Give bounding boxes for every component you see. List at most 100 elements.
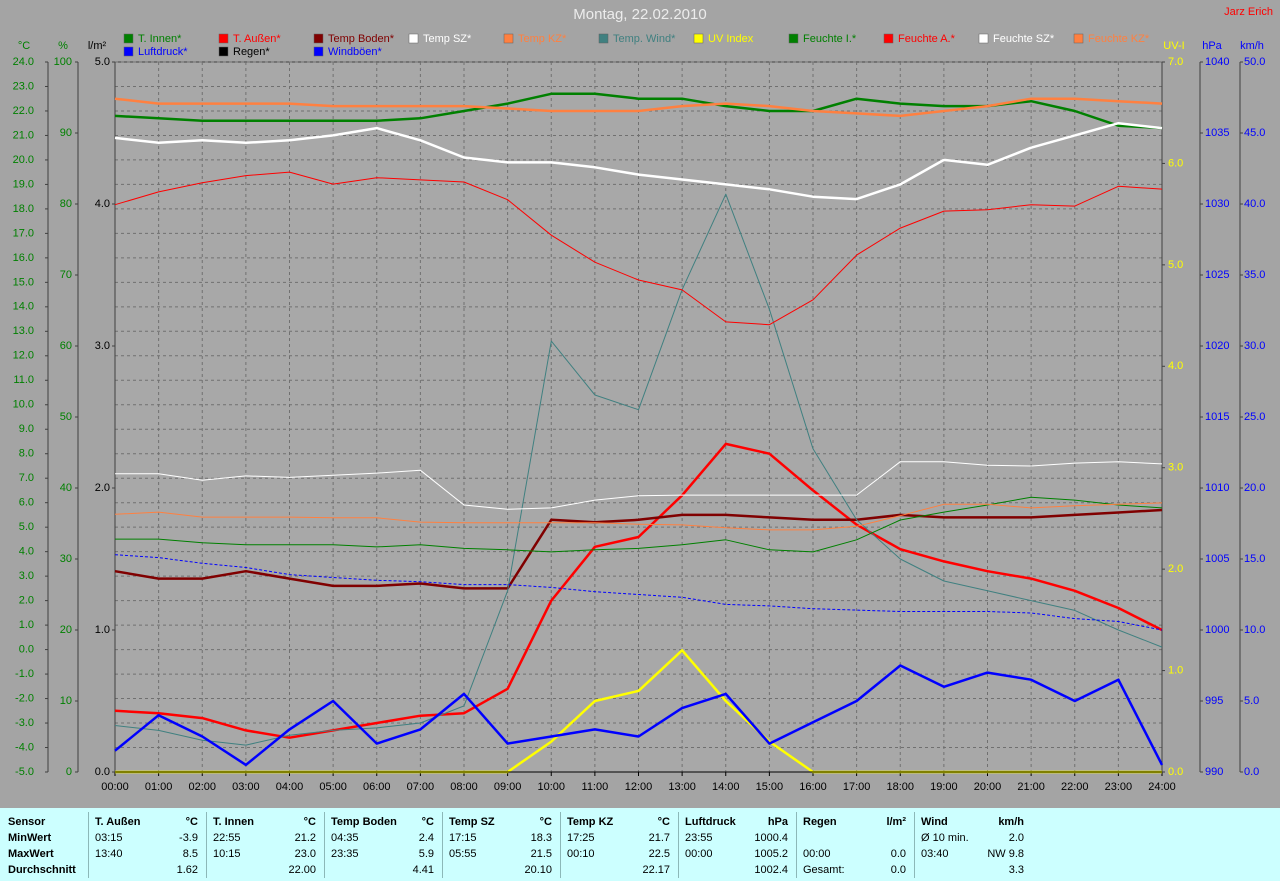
row-label: MinWert — [8, 832, 52, 844]
y-tick-label: 10.0 — [13, 399, 34, 411]
legend-swatch — [1073, 33, 1084, 44]
cell-value: 3.3 — [1008, 864, 1024, 876]
x-tick-label: 23:00 — [1105, 781, 1133, 793]
y-tick-label: 40 — [60, 482, 72, 494]
cell-time: Gesamt: — [803, 864, 845, 876]
y-tick-label: 10.0 — [1244, 624, 1265, 636]
row-label: Durchschnitt — [8, 864, 76, 876]
group-unit: °C — [539, 816, 552, 828]
y-tick-label: 14.0 — [13, 301, 34, 313]
group-unit: °C — [185, 816, 198, 828]
series-line — [114, 193, 1163, 746]
series-line — [114, 508, 1163, 590]
x-tick-label: 21:00 — [1017, 781, 1045, 793]
x-tick-label: 17:00 — [843, 781, 871, 793]
cell-value: NW 9.8 — [987, 848, 1024, 860]
y-tick-label: 995 — [1205, 695, 1223, 707]
y-tick-label: 30.0 — [1244, 340, 1265, 352]
y-tick-label: 2.0 — [95, 482, 110, 494]
chart: Montag, 22.02.2010 Jarz Erich 00:00 01:00… — [12, 5, 1273, 793]
y-tick-label: 15.0 — [13, 276, 34, 288]
series-line — [114, 171, 1163, 326]
cell-time: 17:25 — [567, 832, 595, 844]
group-unit: km/h — [998, 816, 1024, 828]
y-tick-label: 1010 — [1205, 482, 1229, 494]
cell-time: 05:55 — [449, 848, 477, 860]
y-tick-label: 35.0 — [1244, 269, 1265, 281]
y-tick-label: 50.0 — [1244, 56, 1265, 68]
x-tick-label: 03:00 — [232, 781, 260, 793]
y-tick-label: 1040 — [1205, 56, 1229, 68]
y-tick-label: 1.0 — [1168, 664, 1183, 676]
x-tick-label: 15:00 — [756, 781, 784, 793]
axis-title: UV-I — [1163, 40, 1184, 52]
y-tick-label: 60 — [60, 340, 72, 352]
y-tick-label: 1.0 — [95, 624, 110, 636]
y-tick-label: -1.0 — [15, 668, 34, 680]
y-tick-label: 2.0 — [19, 595, 34, 607]
axis-title: km/h — [1240, 40, 1264, 52]
x-tick-label: 00:00 — [101, 781, 129, 793]
legend-swatch — [123, 33, 134, 44]
group-name: Luftdruck — [685, 816, 736, 828]
column-separator — [324, 812, 325, 878]
y-tick-label: 4.0 — [95, 198, 110, 210]
x-tick-label: 16:00 — [799, 781, 827, 793]
series-line — [114, 97, 1163, 118]
y-tick-label: 3.0 — [19, 570, 34, 582]
cell-value: 1002.4 — [754, 864, 788, 876]
legend-label: Feuchte KZ* — [1088, 33, 1150, 45]
y-tick-label: 12.0 — [13, 350, 34, 362]
group-name: Temp KZ — [567, 816, 614, 828]
y-tick-label: 7.0 — [19, 472, 34, 484]
x-tick-label: 19:00 — [930, 781, 958, 793]
legend-swatch — [503, 33, 514, 44]
y-tick-label: 0.0 — [95, 766, 110, 778]
legend-label: Temp KZ* — [518, 33, 567, 45]
x-tick-label: 12:00 — [625, 781, 653, 793]
cell-value: 18.3 — [530, 832, 552, 844]
legend-label: Feuchte SZ* — [993, 33, 1055, 45]
y-tick-label: 2.0 — [1168, 563, 1183, 575]
y-tick-label: 7.0 — [1168, 56, 1183, 68]
axis-title: l/m² — [88, 40, 107, 52]
group-name: Temp SZ — [449, 816, 495, 828]
y-tick-label: 13.0 — [13, 325, 34, 337]
y-tick-label: -2.0 — [15, 692, 34, 704]
group-unit: °C — [657, 816, 670, 828]
cell-value: 8.5 — [182, 848, 198, 860]
x-tick-label: 07:00 — [407, 781, 435, 793]
y-tick-label: 6.0 — [1168, 157, 1183, 169]
legend-swatch — [218, 46, 229, 57]
y-tick-label: 70 — [60, 269, 72, 281]
y-tick-label: 45.0 — [1244, 127, 1265, 139]
y-tick-label: 1000 — [1205, 624, 1229, 636]
cell-value: 4.41 — [412, 864, 434, 876]
cell-value: 22.00 — [288, 864, 316, 876]
y-tick-label: 1025 — [1205, 269, 1229, 281]
series-line — [114, 502, 1163, 531]
x-tick-label: 22:00 — [1061, 781, 1089, 793]
x-tick-label: 13:00 — [668, 781, 696, 793]
legend-label: Temp. Wind* — [613, 33, 676, 45]
group-unit: hPa — [767, 816, 788, 828]
chart-title: Montag, 22.02.2010 — [573, 6, 706, 23]
x-tick-label: 01:00 — [145, 781, 173, 793]
y-tick-label: 18.0 — [13, 203, 34, 215]
author: Jarz Erich — [1224, 6, 1273, 18]
legend-label: UV Index — [708, 33, 754, 45]
x-tick-label: 02:00 — [188, 781, 216, 793]
y-tick-label: 100 — [54, 56, 72, 68]
legend-label: T. Innen* — [138, 33, 182, 45]
y-tick-label: 17.0 — [13, 227, 34, 239]
legend-label: Feuchte A.* — [898, 33, 956, 45]
y-tick-label: 50 — [60, 411, 72, 423]
cell-value: -3.9 — [179, 832, 198, 844]
x-tick-label: 11:00 — [582, 781, 609, 793]
cell-value: 21.7 — [648, 832, 670, 844]
legend-swatch — [978, 33, 989, 44]
column-separator — [442, 812, 443, 878]
x-tick-label: 04:00 — [276, 781, 304, 793]
cell-time: 10:15 — [213, 848, 241, 860]
